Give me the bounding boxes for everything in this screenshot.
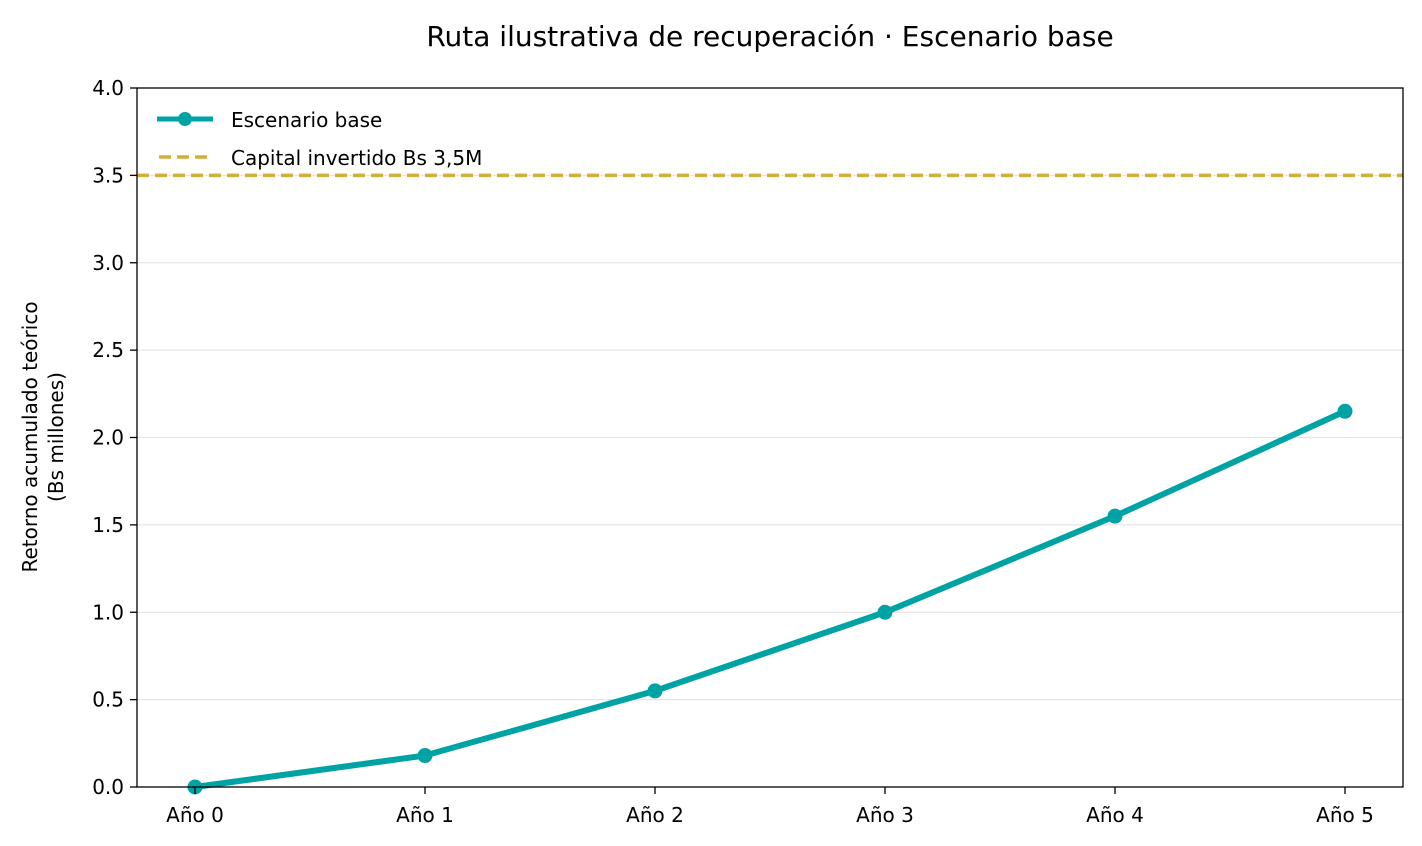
y-tick-label: 1.0 — [92, 600, 124, 624]
x-tick-label: Año 2 — [626, 803, 684, 827]
legend: Escenario base Capital invertido Bs 3,5M — [157, 108, 482, 170]
data-point — [1337, 403, 1353, 419]
y-axis-label: Retorno acumulado teórico (Bs millones) — [18, 301, 68, 572]
x-tick-label: Año 4 — [1086, 803, 1144, 827]
y-tick-label: 4.0 — [92, 76, 124, 100]
y-axis-label-line-2: (Bs millones) — [44, 372, 68, 502]
x-axis: Año 0 Año 1 Año 2 Año 3 Año 4 Año 5 — [166, 787, 1374, 827]
y-tick-label: 1.5 — [92, 513, 124, 537]
x-tick-label: Año 5 — [1316, 803, 1374, 827]
series-layer — [187, 403, 1353, 795]
legend-entry-capital-invertido: Capital invertido Bs 3,5M — [231, 146, 482, 170]
y-tick-label: 0.0 — [92, 775, 124, 799]
y-tick-label: 3.5 — [92, 163, 124, 187]
y-axis: 0.0 0.5 1.0 1.5 2.0 2.5 3.0 3.5 4.0 — [92, 76, 137, 799]
legend-entry-escenario-base: Escenario base — [231, 108, 382, 132]
y-tick-label: 2.0 — [92, 426, 124, 450]
data-point — [417, 748, 433, 764]
series-line — [192, 408, 1348, 790]
y-axis-label-line-1: Retorno acumulado teórico — [18, 301, 42, 572]
chart-title: Ruta ilustrativa de recuperación · Escen… — [426, 20, 1113, 53]
gridlines — [137, 174, 1403, 701]
y-tick-label: 3.0 — [92, 251, 124, 275]
x-tick-label: Año 1 — [396, 803, 454, 827]
data-point — [1107, 508, 1123, 524]
legend-series-marker — [178, 112, 192, 126]
data-point — [877, 604, 893, 620]
x-tick-label: Año 0 — [166, 803, 224, 827]
y-tick-label: 2.5 — [92, 338, 124, 362]
data-point — [647, 683, 663, 699]
y-tick-label: 0.5 — [92, 688, 124, 712]
x-tick-label: Año 3 — [856, 803, 914, 827]
